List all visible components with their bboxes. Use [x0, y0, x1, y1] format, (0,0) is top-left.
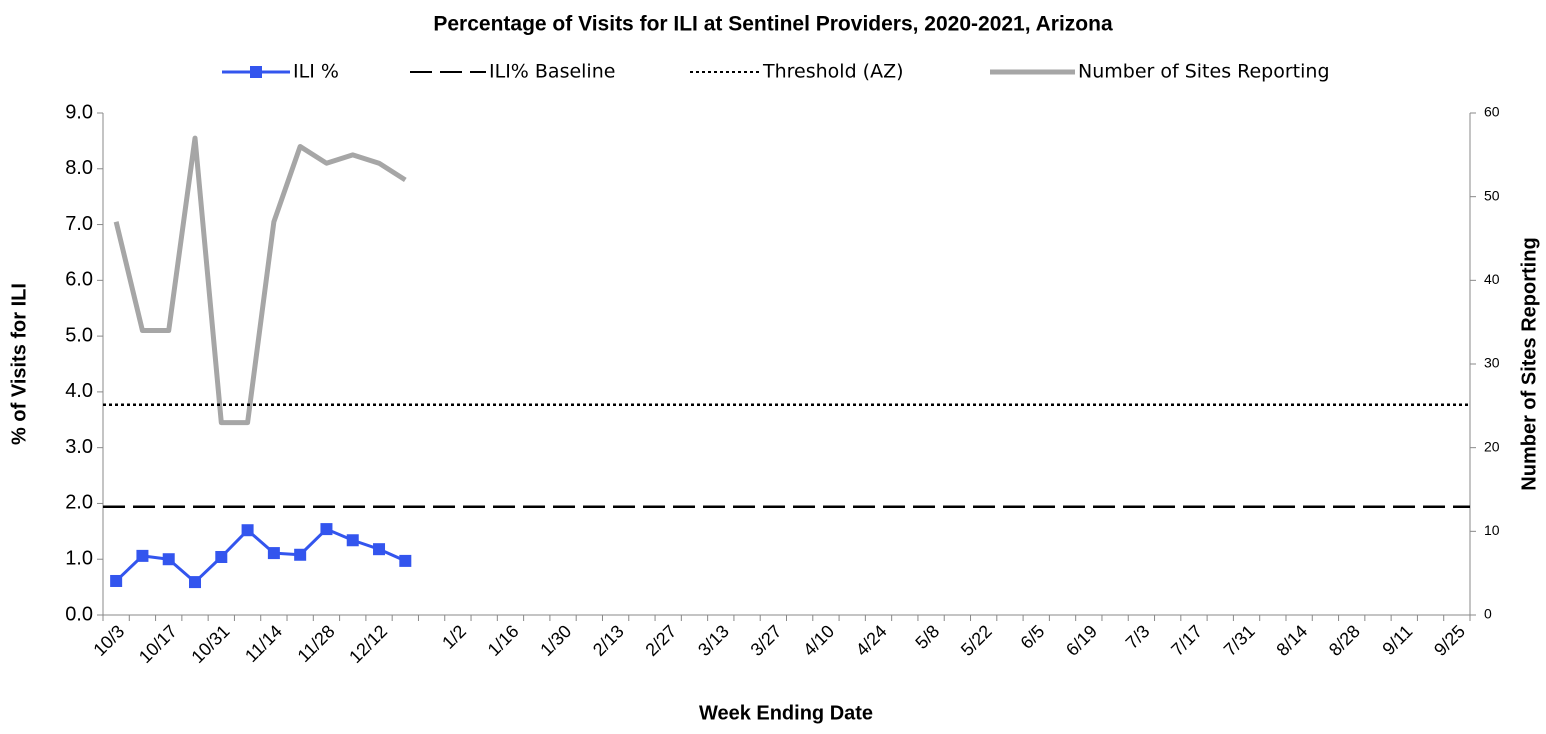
x-tick-label: 3/27	[747, 621, 786, 660]
point-marker	[241, 524, 254, 537]
x-tick-label: 2/13	[589, 621, 628, 660]
x-tick-label: 1/16	[484, 621, 523, 660]
legend-label: Number of Sites Reporting	[1078, 61, 1330, 83]
x-axis-title: Week Ending Date	[699, 702, 873, 724]
x-tick-label: 4/10	[799, 621, 838, 660]
x-tick-label: 1/30	[536, 621, 575, 660]
legend-label: ILI% Baseline	[489, 61, 615, 83]
x-tick-label: 6/5	[1017, 621, 1049, 653]
x-tick-label: 4/24	[852, 621, 891, 660]
x-tick-label: 1/2	[438, 621, 470, 653]
series-line	[113, 135, 407, 426]
y-axis-title: % of Visits for ILI	[8, 283, 30, 445]
y-tick-label: 6.0	[65, 269, 93, 291]
legend-label: Threshold (AZ)	[762, 61, 904, 83]
y-tick-label: 1.0	[65, 548, 93, 570]
y2-tick-label: 0	[1484, 606, 1492, 622]
x-tick-label: 2/27	[641, 621, 680, 660]
y-tick-label: 7.0	[65, 213, 93, 235]
x-tick-label: 10/3	[89, 621, 128, 660]
y2-tick-label: 40	[1484, 271, 1500, 287]
point-marker	[136, 549, 149, 562]
y-tick-label: 0.0	[65, 603, 93, 625]
chart-title: Percentage of Visits for ILI at Sentinel…	[433, 13, 1113, 36]
x-tick-label: 7/3	[1122, 621, 1154, 653]
y-tick-label: 2.0	[65, 492, 93, 514]
point-marker	[294, 548, 307, 561]
y-tick-label: 8.0	[65, 157, 93, 179]
y2-tick-label: 60	[1484, 104, 1500, 120]
series-line	[115, 527, 406, 584]
x-tick-label: 7/17	[1167, 621, 1206, 660]
y-tick-label: 4.0	[65, 380, 93, 402]
legend-label: ILI %	[293, 61, 339, 83]
point-marker	[267, 547, 280, 560]
y2-axis-title: Number of Sites Reporting	[1518, 237, 1540, 490]
x-tick-label: 3/13	[694, 621, 733, 660]
point-marker	[346, 534, 359, 547]
y2-tick-label: 50	[1484, 187, 1500, 203]
y-tick-label: 9.0	[65, 101, 93, 123]
x-tick-label: 9/11	[1378, 621, 1416, 659]
x-tick-label: 9/25	[1430, 621, 1469, 660]
x-tick-label: 11/14	[241, 621, 286, 666]
x-tick-label: 10/31	[187, 621, 233, 667]
x-tick-label: 10/17	[135, 621, 181, 667]
x-tick-label: 8/14	[1272, 621, 1311, 660]
x-tick-label: 5/22	[957, 621, 996, 660]
y2-tick-label: 30	[1484, 355, 1500, 371]
x-tick-label: 5/8	[911, 621, 943, 653]
point-marker	[399, 554, 412, 567]
point-marker	[162, 553, 175, 566]
y-tick-label: 5.0	[65, 324, 93, 346]
point-marker	[189, 576, 202, 589]
y2-tick-label: 20	[1484, 438, 1500, 454]
point-marker	[320, 523, 333, 536]
x-tick-label: 12/12	[345, 621, 391, 667]
x-tick-label: 8/28	[1325, 621, 1364, 660]
point-marker	[110, 574, 123, 587]
legend-marker	[250, 66, 262, 78]
y2-tick-label: 10	[1484, 522, 1500, 538]
x-tick-label: 11/28	[294, 621, 339, 666]
point-marker	[215, 550, 228, 563]
point-marker	[373, 543, 386, 556]
x-tick-label: 7/31	[1220, 621, 1259, 660]
x-tick-label: 6/19	[1062, 621, 1101, 660]
y-tick-label: 3.0	[65, 436, 93, 458]
